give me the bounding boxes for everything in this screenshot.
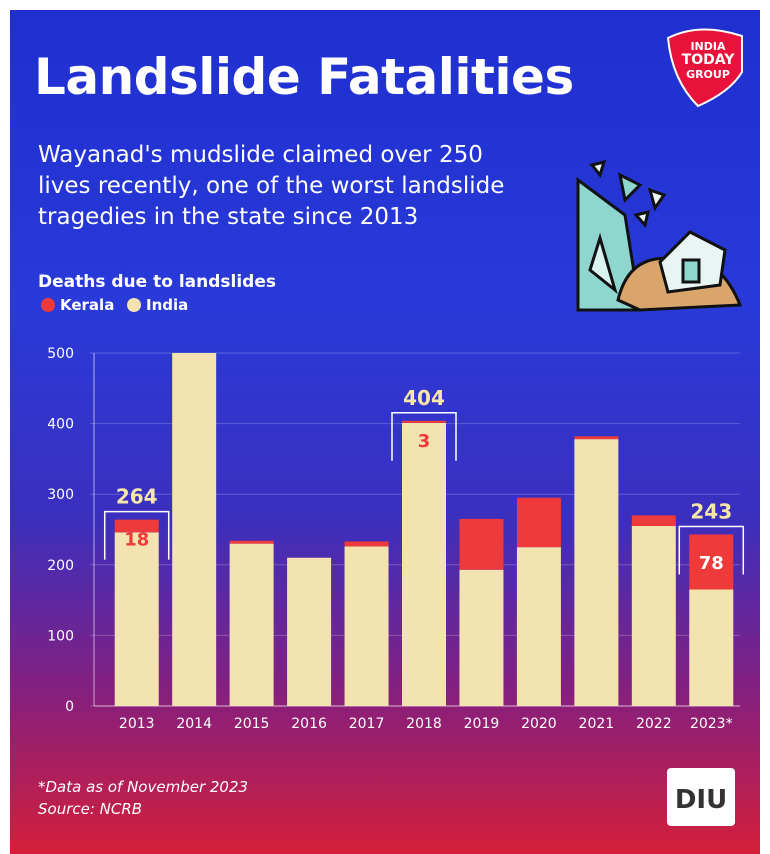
- bar-segment: [229, 543, 274, 706]
- bar-segment: [114, 532, 159, 706]
- bar-segment: [287, 557, 332, 706]
- legend-label: Kerala: [60, 296, 114, 314]
- brand-logo: [666, 28, 743, 108]
- title: Landslide Fatalities: [34, 48, 574, 106]
- x-tick-label: 2014: [176, 716, 212, 732]
- bracket: [678, 525, 745, 575]
- y-tick-label: 200: [47, 558, 74, 574]
- notes: *Data as of November 2023 Source: NCRB: [38, 776, 248, 820]
- bar-segment: [344, 541, 389, 547]
- x-tick-label: 2016: [291, 716, 327, 732]
- total-label: 404: [403, 386, 445, 410]
- x-tick-label: 2015: [234, 716, 270, 732]
- x-tick-label: 2021: [579, 716, 615, 732]
- bar-segment: [574, 439, 619, 706]
- brand-text: INDIA: [690, 40, 726, 53]
- chart-title: Deaths due to landslides: [38, 272, 276, 292]
- y-tick-label: 400: [47, 417, 74, 433]
- bar-segment: [574, 436, 619, 440]
- y-tick-label: 0: [65, 699, 74, 715]
- x-tick-label: 2018: [406, 716, 442, 732]
- total-label: 243: [690, 499, 732, 523]
- badge-box: [667, 768, 735, 826]
- value-label: 18: [124, 530, 149, 551]
- bar-segment: [114, 519, 159, 533]
- bar-segment: [689, 589, 734, 706]
- footnote: *Data as of November 2023: [38, 778, 249, 796]
- y-tick-label: 500: [47, 346, 74, 362]
- infographic: Landslide Fatalities Wayanad's mudslide …: [10, 10, 760, 854]
- brand-text: GROUP: [686, 68, 730, 81]
- bar-segment: [631, 515, 676, 526]
- brand-text: TODAY: [682, 52, 736, 68]
- y-tick-label: 100: [47, 628, 74, 644]
- legend-swatch: [127, 298, 141, 312]
- bracket: [391, 412, 457, 461]
- legend-swatch: [41, 298, 55, 312]
- x-tick-label: 2022: [636, 716, 672, 732]
- value-label: 3: [418, 431, 431, 452]
- bar-segment: [631, 525, 676, 706]
- bar-segment: [402, 422, 446, 706]
- source: Source: NCRB: [38, 800, 143, 818]
- bar-segment: [172, 353, 217, 706]
- bar-segment: [516, 497, 561, 548]
- bar-segment: [402, 420, 446, 423]
- total-label: 264: [116, 485, 158, 509]
- x-tick-label: 2017: [349, 716, 385, 732]
- y-tick-label: 300: [47, 487, 74, 503]
- badge-text: DIU: [675, 785, 727, 815]
- bar-segment: [459, 518, 504, 570]
- x-tick-label: 2019: [464, 716, 500, 732]
- legend-label: India: [146, 296, 188, 314]
- bar-segment: [459, 569, 504, 706]
- bar-segment: [229, 540, 274, 544]
- bar-segment: [516, 547, 561, 706]
- x-tick-label: 2023*: [690, 716, 733, 732]
- value-label: 78: [699, 553, 724, 574]
- x-tick-label: 2013: [119, 716, 155, 732]
- bar-segment: [689, 534, 734, 590]
- x-tick-label: 2020: [521, 716, 557, 732]
- bar-segment: [344, 546, 389, 706]
- subtitle: Wayanad's mudslide claimed over 250 live…: [38, 142, 505, 230]
- bracket: [103, 510, 170, 560]
- illustration: [576, 159, 743, 312]
